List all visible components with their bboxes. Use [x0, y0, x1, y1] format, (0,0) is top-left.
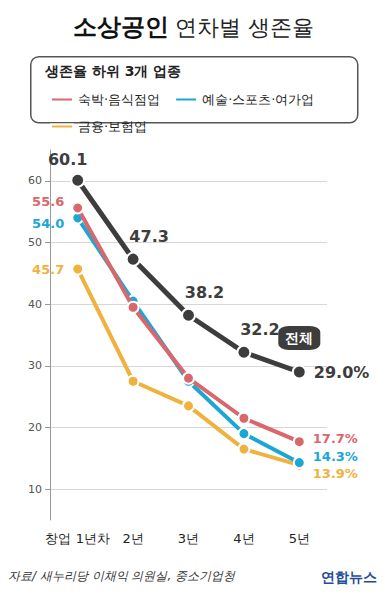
svg-text:5년: 5년 — [289, 531, 310, 546]
svg-text:47.3: 47.3 — [129, 227, 168, 246]
svg-text:32.2: 32.2 — [240, 320, 279, 339]
svg-text:2년: 2년 — [122, 531, 143, 546]
svg-text:4년: 4년 — [233, 531, 254, 546]
svg-text:창업 1년차: 창업 1년차 — [45, 531, 109, 546]
svg-text:3년: 3년 — [178, 531, 199, 546]
svg-text:38.2: 38.2 — [185, 283, 224, 302]
svg-text:55.6: 55.6 — [32, 194, 64, 209]
svg-text:54.0: 54.0 — [32, 216, 64, 231]
svg-text:29.0%: 29.0% — [314, 363, 370, 382]
svg-text:30: 30 — [28, 359, 42, 372]
svg-text:자료/ 새누리당 이채익 의원실, 중소기업청: 자료/ 새누리당 이채익 의원실, 중소기업청 — [8, 569, 236, 583]
svg-text:60.1: 60.1 — [48, 150, 87, 169]
svg-text:13.9%: 13.9% — [313, 466, 358, 481]
svg-text:금융·보험업: 금융·보험업 — [78, 119, 147, 134]
svg-text:50: 50 — [28, 236, 42, 249]
svg-text:20: 20 — [28, 421, 42, 434]
svg-text:전체: 전체 — [285, 330, 313, 346]
svg-text:10: 10 — [28, 483, 42, 496]
svg-text:예술·스포츠·여가업: 예술·스포츠·여가업 — [202, 92, 314, 107]
svg-text:40: 40 — [28, 298, 42, 311]
svg-text:연차별 생존율: 연차별 생존율 — [169, 15, 315, 40]
svg-text:45.7: 45.7 — [32, 262, 64, 277]
svg-text:숙박·음식점업: 숙박·음식점업 — [78, 92, 160, 107]
svg-text:17.7%: 17.7% — [313, 431, 358, 446]
svg-text:60: 60 — [28, 174, 42, 187]
svg-text:소상공인: 소상공인 — [73, 13, 169, 41]
svg-text:생존율 하위 3개 업종: 생존율 하위 3개 업종 — [44, 63, 181, 79]
svg-text:연합뉴스: 연합뉴스 — [321, 569, 377, 585]
svg-text:14.3%: 14.3% — [313, 449, 358, 464]
